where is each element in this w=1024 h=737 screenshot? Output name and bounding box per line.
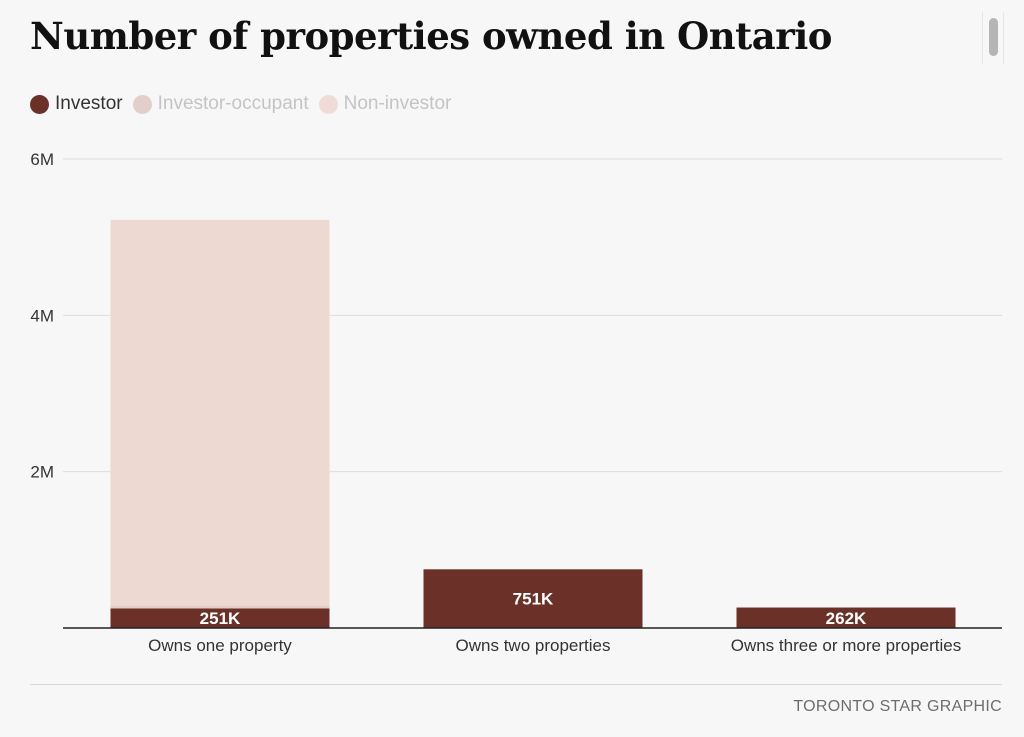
bar-investor xyxy=(110,608,330,628)
data-label: 262K xyxy=(826,609,867,628)
legend-label-investor: Investor xyxy=(55,93,123,114)
legend-swatch-investor-occupant xyxy=(132,94,152,114)
legend-item-investor[interactable]: Investor xyxy=(30,93,123,115)
legend-label-non-investor: Non-investor xyxy=(343,93,452,114)
x-tick-label: Owns one property xyxy=(148,636,292,655)
credit-text: TORONTO STAR GRAPHIC xyxy=(793,698,1002,715)
legend: Investor Investor-occupant Non-investor xyxy=(30,93,451,115)
y-tick-label: 4M xyxy=(30,306,54,325)
scrollbar[interactable] xyxy=(982,12,1004,64)
bar-non-investor xyxy=(110,219,330,606)
legend-item-non-investor[interactable]: Non-investor xyxy=(318,93,452,115)
bar-investor xyxy=(423,569,643,628)
legend-label-investor-occupant: Investor-occupant xyxy=(157,93,309,114)
footer-divider xyxy=(30,684,1002,685)
y-tick-label: 2M xyxy=(30,463,54,482)
data-label: 751K xyxy=(513,590,554,609)
legend-swatch-investor xyxy=(30,94,49,114)
data-label: 251K xyxy=(200,609,241,628)
y-tick-label: 6M xyxy=(30,150,54,169)
x-tick-label: Owns three or more properties xyxy=(731,636,962,655)
bar-investor-occupant xyxy=(110,605,330,609)
chart-title: Number of properties owned in Ontario xyxy=(30,14,832,58)
legend-item-investor-occupant[interactable]: Investor-occupant xyxy=(132,93,309,115)
scrollbar-thumb[interactable] xyxy=(989,18,998,56)
x-tick-label: Owns two properties xyxy=(456,636,611,655)
legend-swatch-non-investor xyxy=(318,94,338,114)
bar-investor xyxy=(736,607,956,628)
